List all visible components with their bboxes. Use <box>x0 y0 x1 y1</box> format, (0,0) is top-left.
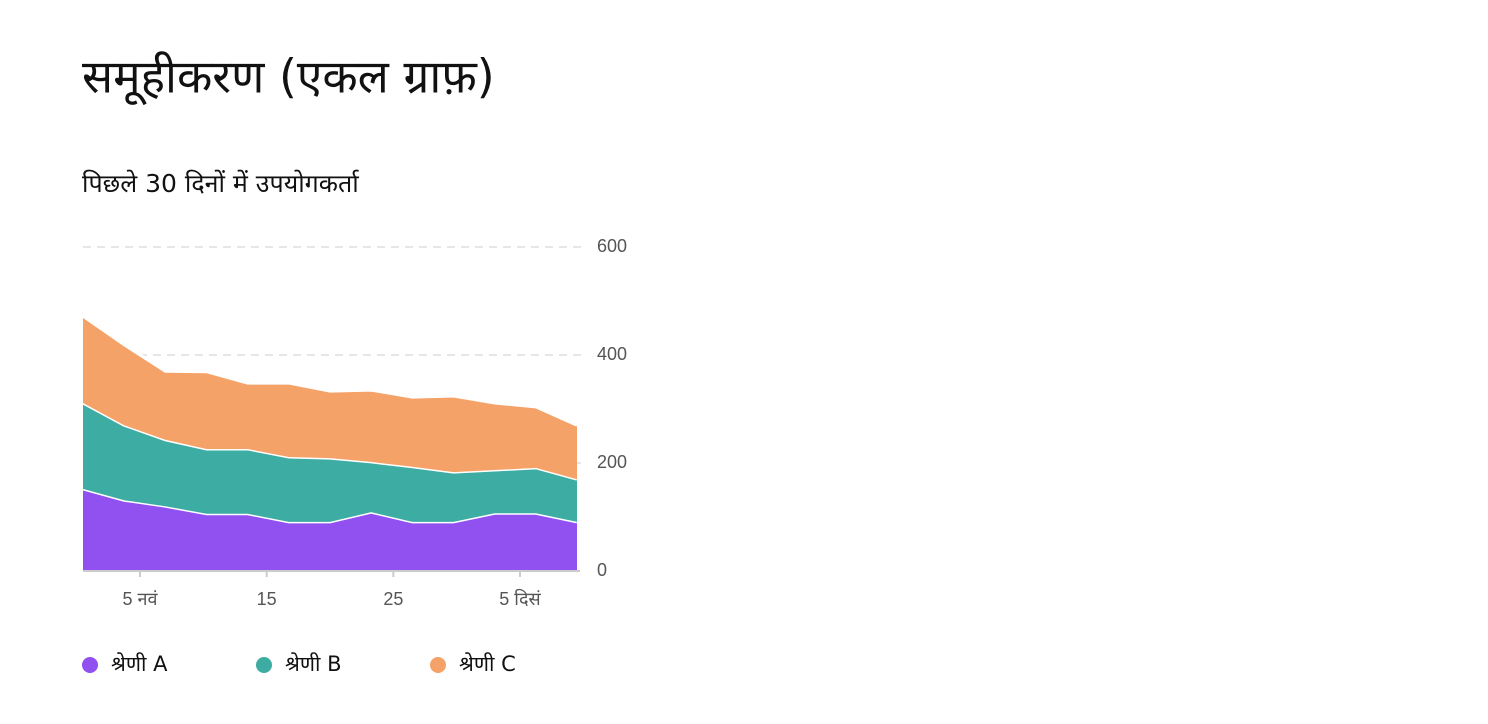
y-tick-label: 0 <box>597 560 607 580</box>
legend-label: श्रेणी A <box>111 652 168 676</box>
y-tick-label: 400 <box>597 344 627 364</box>
area-edge <box>82 314 578 427</box>
legend-label: श्रेणी B <box>285 652 342 676</box>
legend-label: श्रेणी C <box>459 652 516 676</box>
y-tick-label: 600 <box>597 236 627 256</box>
legend-marker <box>256 657 272 673</box>
x-tick-label: 15 <box>257 589 277 609</box>
x-tick-label: 5 दिसं <box>499 588 541 609</box>
area <box>83 316 577 480</box>
x-tick-label: 5 नवं <box>122 589 158 609</box>
chart-title: समूहीकरण (एकल ग्राफ़) <box>82 50 495 106</box>
x-tick-label: 25 <box>383 589 403 609</box>
area <box>83 488 577 571</box>
y-tick-label: 200 <box>597 452 627 472</box>
chart-subtitle: पिछले 30 दिनों में उपयोगकर्ता <box>82 169 360 198</box>
legend-marker <box>430 657 446 673</box>
legend-marker <box>82 657 98 673</box>
area <box>83 403 577 522</box>
